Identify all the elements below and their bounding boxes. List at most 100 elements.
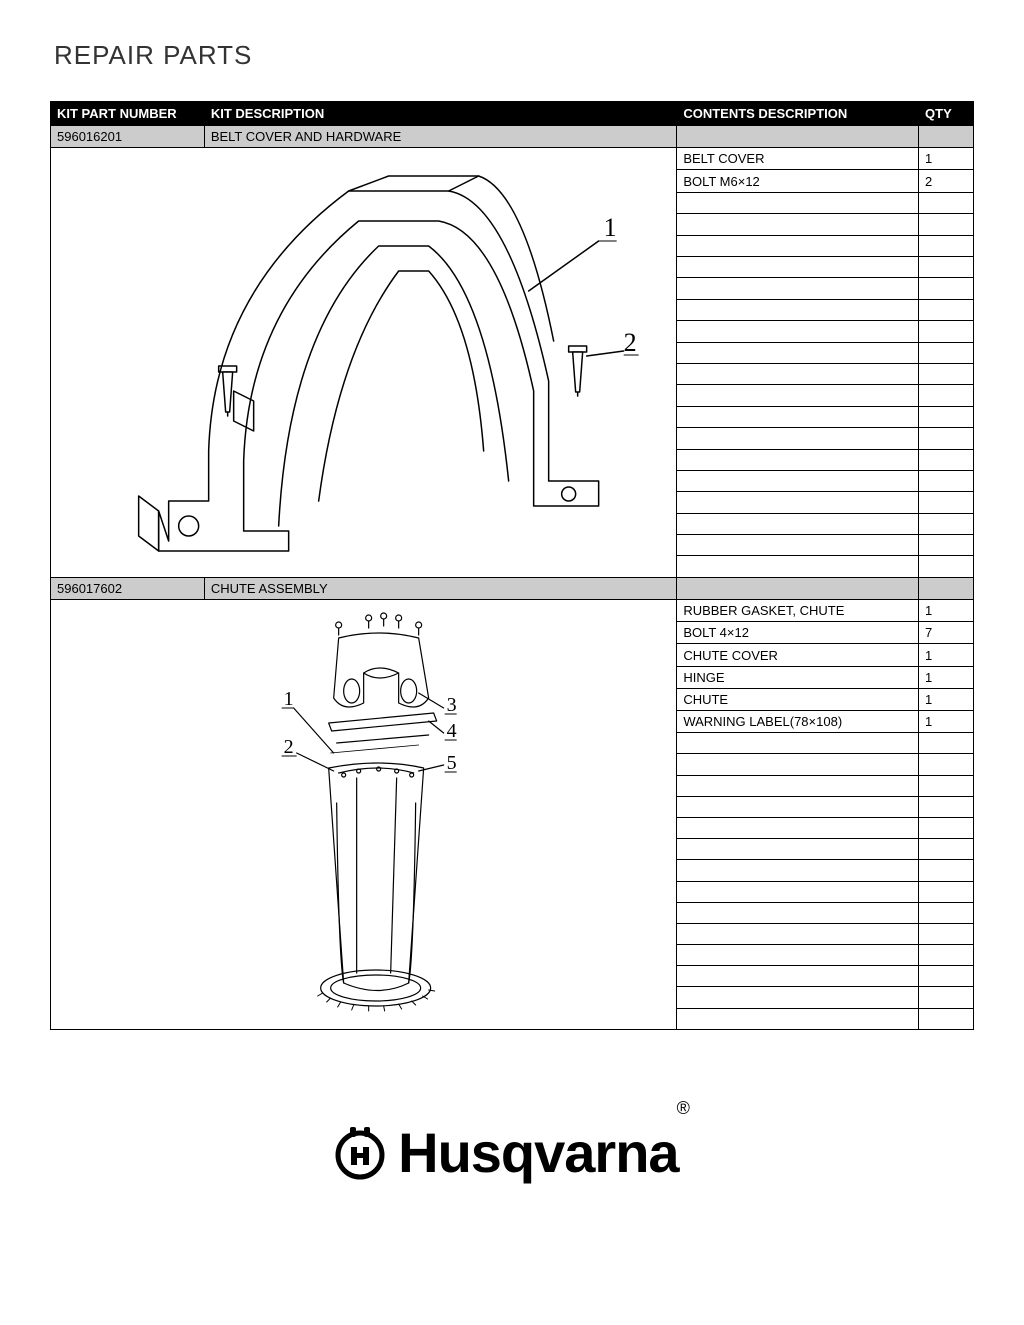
brand-footer: Husqvarna®	[50, 1120, 974, 1186]
contents-description	[677, 192, 919, 213]
contents-qty: 1	[919, 666, 974, 688]
page-title: REPAIR PARTS	[54, 40, 974, 71]
contents-description	[677, 363, 919, 384]
contents-qty	[919, 987, 974, 1008]
contents-qty	[919, 492, 974, 513]
brand-name: Husqvarna	[398, 1121, 678, 1184]
kit-qty-blank	[919, 578, 974, 600]
contents-qty	[919, 860, 974, 881]
contents-description: HINGE	[677, 666, 919, 688]
kit-contents-blank	[677, 578, 919, 600]
kit-part-number: 596017602	[51, 578, 205, 600]
callout-4: 4	[447, 720, 457, 742]
contents-qty	[919, 923, 974, 944]
contents-description	[677, 860, 919, 881]
contents-description	[677, 839, 919, 860]
contents-qty	[919, 192, 974, 213]
callout-1: 1	[284, 688, 294, 710]
kit-description: BELT COVER AND HARDWARE	[204, 126, 676, 148]
belt-cover-diagram: 1 2	[57, 151, 670, 571]
diagram-cell: 1 2	[51, 148, 677, 578]
contents-description: CHUTE COVER	[677, 644, 919, 666]
contents-qty	[919, 428, 974, 449]
contents-description	[677, 214, 919, 235]
kit-header-row: 596017602 CHUTE ASSEMBLY	[51, 578, 974, 600]
contents-qty	[919, 733, 974, 754]
contents-description	[677, 235, 919, 256]
husqvarna-logo-icon	[332, 1125, 388, 1181]
contents-qty	[919, 449, 974, 470]
parts-table: KIT PART NUMBER KIT DESCRIPTION CONTENTS…	[50, 101, 974, 1030]
contents-description	[677, 492, 919, 513]
registered-mark: ®	[677, 1098, 690, 1118]
kit-header-row: 596016201 BELT COVER AND HARDWARE	[51, 126, 974, 148]
table-row: 1 2 3 4 5 RUBBER GASKET, CHUTE1	[51, 600, 974, 622]
contents-description	[677, 256, 919, 277]
contents-qty: 2	[919, 170, 974, 192]
contents-description	[677, 406, 919, 427]
contents-qty	[919, 406, 974, 427]
contents-qty	[919, 513, 974, 534]
contents-qty	[919, 902, 974, 923]
contents-description	[677, 987, 919, 1008]
contents-qty: 7	[919, 622, 974, 644]
contents-description	[677, 796, 919, 817]
contents-qty	[919, 214, 974, 235]
contents-description: BOLT 4×12	[677, 622, 919, 644]
callout-2: 2	[284, 736, 294, 758]
contents-qty	[919, 385, 974, 406]
contents-qty	[919, 342, 974, 363]
contents-qty: 1	[919, 688, 974, 710]
kit-part-number: 596016201	[51, 126, 205, 148]
contents-qty: 1	[919, 148, 974, 170]
diagram-cell: 1 2 3 4 5	[51, 600, 677, 1030]
contents-qty	[919, 535, 974, 556]
contents-description	[677, 881, 919, 902]
callout-5: 5	[447, 752, 457, 774]
contents-description	[677, 535, 919, 556]
contents-qty: 1	[919, 600, 974, 622]
chute-assembly-diagram: 1 2 3 4 5	[57, 603, 670, 1023]
contents-description	[677, 321, 919, 342]
col-part-number: KIT PART NUMBER	[51, 102, 205, 126]
contents-description	[677, 966, 919, 987]
contents-qty	[919, 470, 974, 491]
contents-description	[677, 470, 919, 491]
contents-description	[677, 754, 919, 775]
contents-qty	[919, 1008, 974, 1029]
contents-description	[677, 513, 919, 534]
contents-qty	[919, 235, 974, 256]
contents-qty	[919, 321, 974, 342]
contents-qty	[919, 839, 974, 860]
callout-2: 2	[624, 328, 637, 357]
contents-qty	[919, 278, 974, 299]
contents-description: WARNING LABEL(78×108)	[677, 711, 919, 733]
contents-description	[677, 902, 919, 923]
contents-description	[677, 342, 919, 363]
contents-description	[677, 775, 919, 796]
contents-description	[677, 945, 919, 966]
header-row: KIT PART NUMBER KIT DESCRIPTION CONTENTS…	[51, 102, 974, 126]
kit-qty-blank	[919, 126, 974, 148]
contents-description: CHUTE	[677, 688, 919, 710]
contents-qty	[919, 299, 974, 320]
contents-description	[677, 1008, 919, 1029]
contents-qty	[919, 556, 974, 578]
contents-qty: 1	[919, 644, 974, 666]
contents-qty	[919, 881, 974, 902]
contents-description	[677, 428, 919, 449]
callout-3: 3	[447, 694, 457, 716]
col-contents-description: CONTENTS DESCRIPTION	[677, 102, 919, 126]
contents-description	[677, 278, 919, 299]
col-kit-description: KIT DESCRIPTION	[204, 102, 676, 126]
contents-description	[677, 449, 919, 470]
contents-qty	[919, 945, 974, 966]
table-row: 1 2 BELT COVER1	[51, 148, 974, 170]
contents-qty	[919, 775, 974, 796]
contents-description: RUBBER GASKET, CHUTE	[677, 600, 919, 622]
contents-qty	[919, 796, 974, 817]
contents-description	[677, 817, 919, 838]
contents-qty	[919, 966, 974, 987]
contents-description	[677, 299, 919, 320]
contents-qty	[919, 754, 974, 775]
